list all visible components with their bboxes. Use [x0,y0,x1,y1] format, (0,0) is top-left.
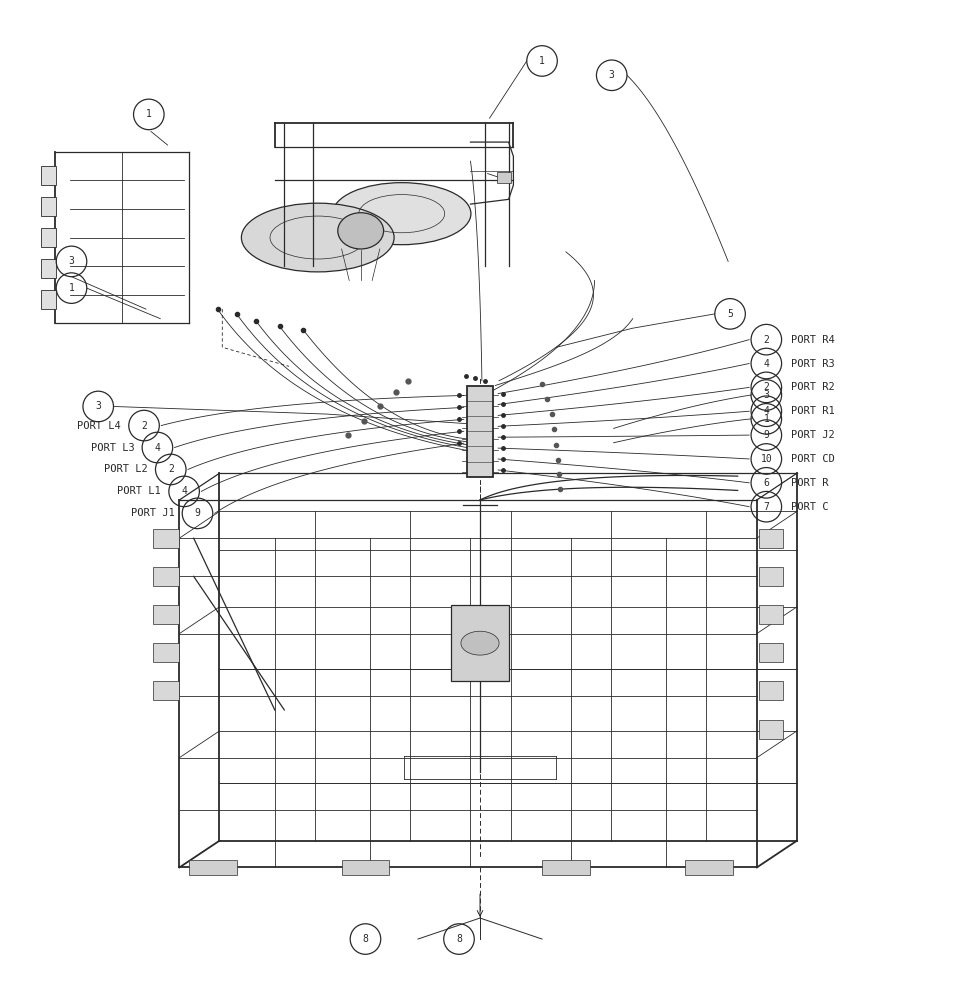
Text: 3: 3 [763,390,769,400]
Text: PORT CD: PORT CD [791,454,835,464]
Bar [153,529,180,548]
Bar [758,567,782,586]
Ellipse shape [241,203,395,272]
Text: PORT R4: PORT R4 [791,335,835,345]
Text: 9: 9 [763,430,769,440]
Text: PORT L1: PORT L1 [117,486,161,496]
Text: 4: 4 [763,359,769,369]
Text: 8: 8 [456,934,462,944]
Text: 1: 1 [540,56,545,66]
Bar [758,681,782,700]
Text: 3: 3 [95,401,101,411]
Text: PORT C: PORT C [791,502,828,512]
Bar [41,290,57,309]
Bar [758,720,782,739]
Text: PORT R: PORT R [791,478,828,488]
Bar [758,605,782,624]
Text: 8: 8 [363,934,369,944]
Bar [542,860,589,875]
Text: 1: 1 [763,414,769,424]
Bar [153,643,180,662]
Bar [41,228,57,247]
Bar [467,386,493,477]
Bar [758,643,782,662]
Text: PORT L2: PORT L2 [104,464,148,474]
Text: PORT L4: PORT L4 [78,421,121,431]
Text: PORT J2: PORT J2 [791,430,835,440]
Ellipse shape [461,631,499,655]
Bar [342,860,390,875]
Text: 5: 5 [727,309,733,319]
Text: 1: 1 [146,109,152,119]
Bar [758,529,782,548]
Text: 10: 10 [760,454,772,464]
Bar [41,197,57,216]
Text: PORT L3: PORT L3 [91,443,134,453]
Bar [41,166,57,185]
Text: 4: 4 [181,486,187,496]
Text: 2: 2 [141,421,147,431]
Bar [41,259,57,278]
Bar [451,605,509,681]
Text: 2: 2 [763,382,769,392]
Text: 3: 3 [609,70,614,80]
Bar [189,860,236,875]
Ellipse shape [338,213,384,249]
Text: 1: 1 [68,283,75,293]
Text: 4: 4 [763,406,769,416]
Text: 9: 9 [195,508,201,518]
Bar [153,605,180,624]
Text: PORT R3: PORT R3 [791,359,835,369]
Ellipse shape [332,183,471,245]
Bar [497,172,512,183]
Text: 6: 6 [763,478,769,488]
Text: 7: 7 [763,502,769,512]
Bar [685,860,732,875]
Text: 2: 2 [763,335,769,345]
Text: PORT R1: PORT R1 [791,406,835,416]
Text: 2: 2 [168,464,174,474]
Bar [153,567,180,586]
Text: 4: 4 [155,443,160,453]
Bar [153,681,180,700]
Text: PORT J1: PORT J1 [131,508,175,518]
Text: PORT R2: PORT R2 [791,382,835,392]
Text: 3: 3 [68,256,75,266]
